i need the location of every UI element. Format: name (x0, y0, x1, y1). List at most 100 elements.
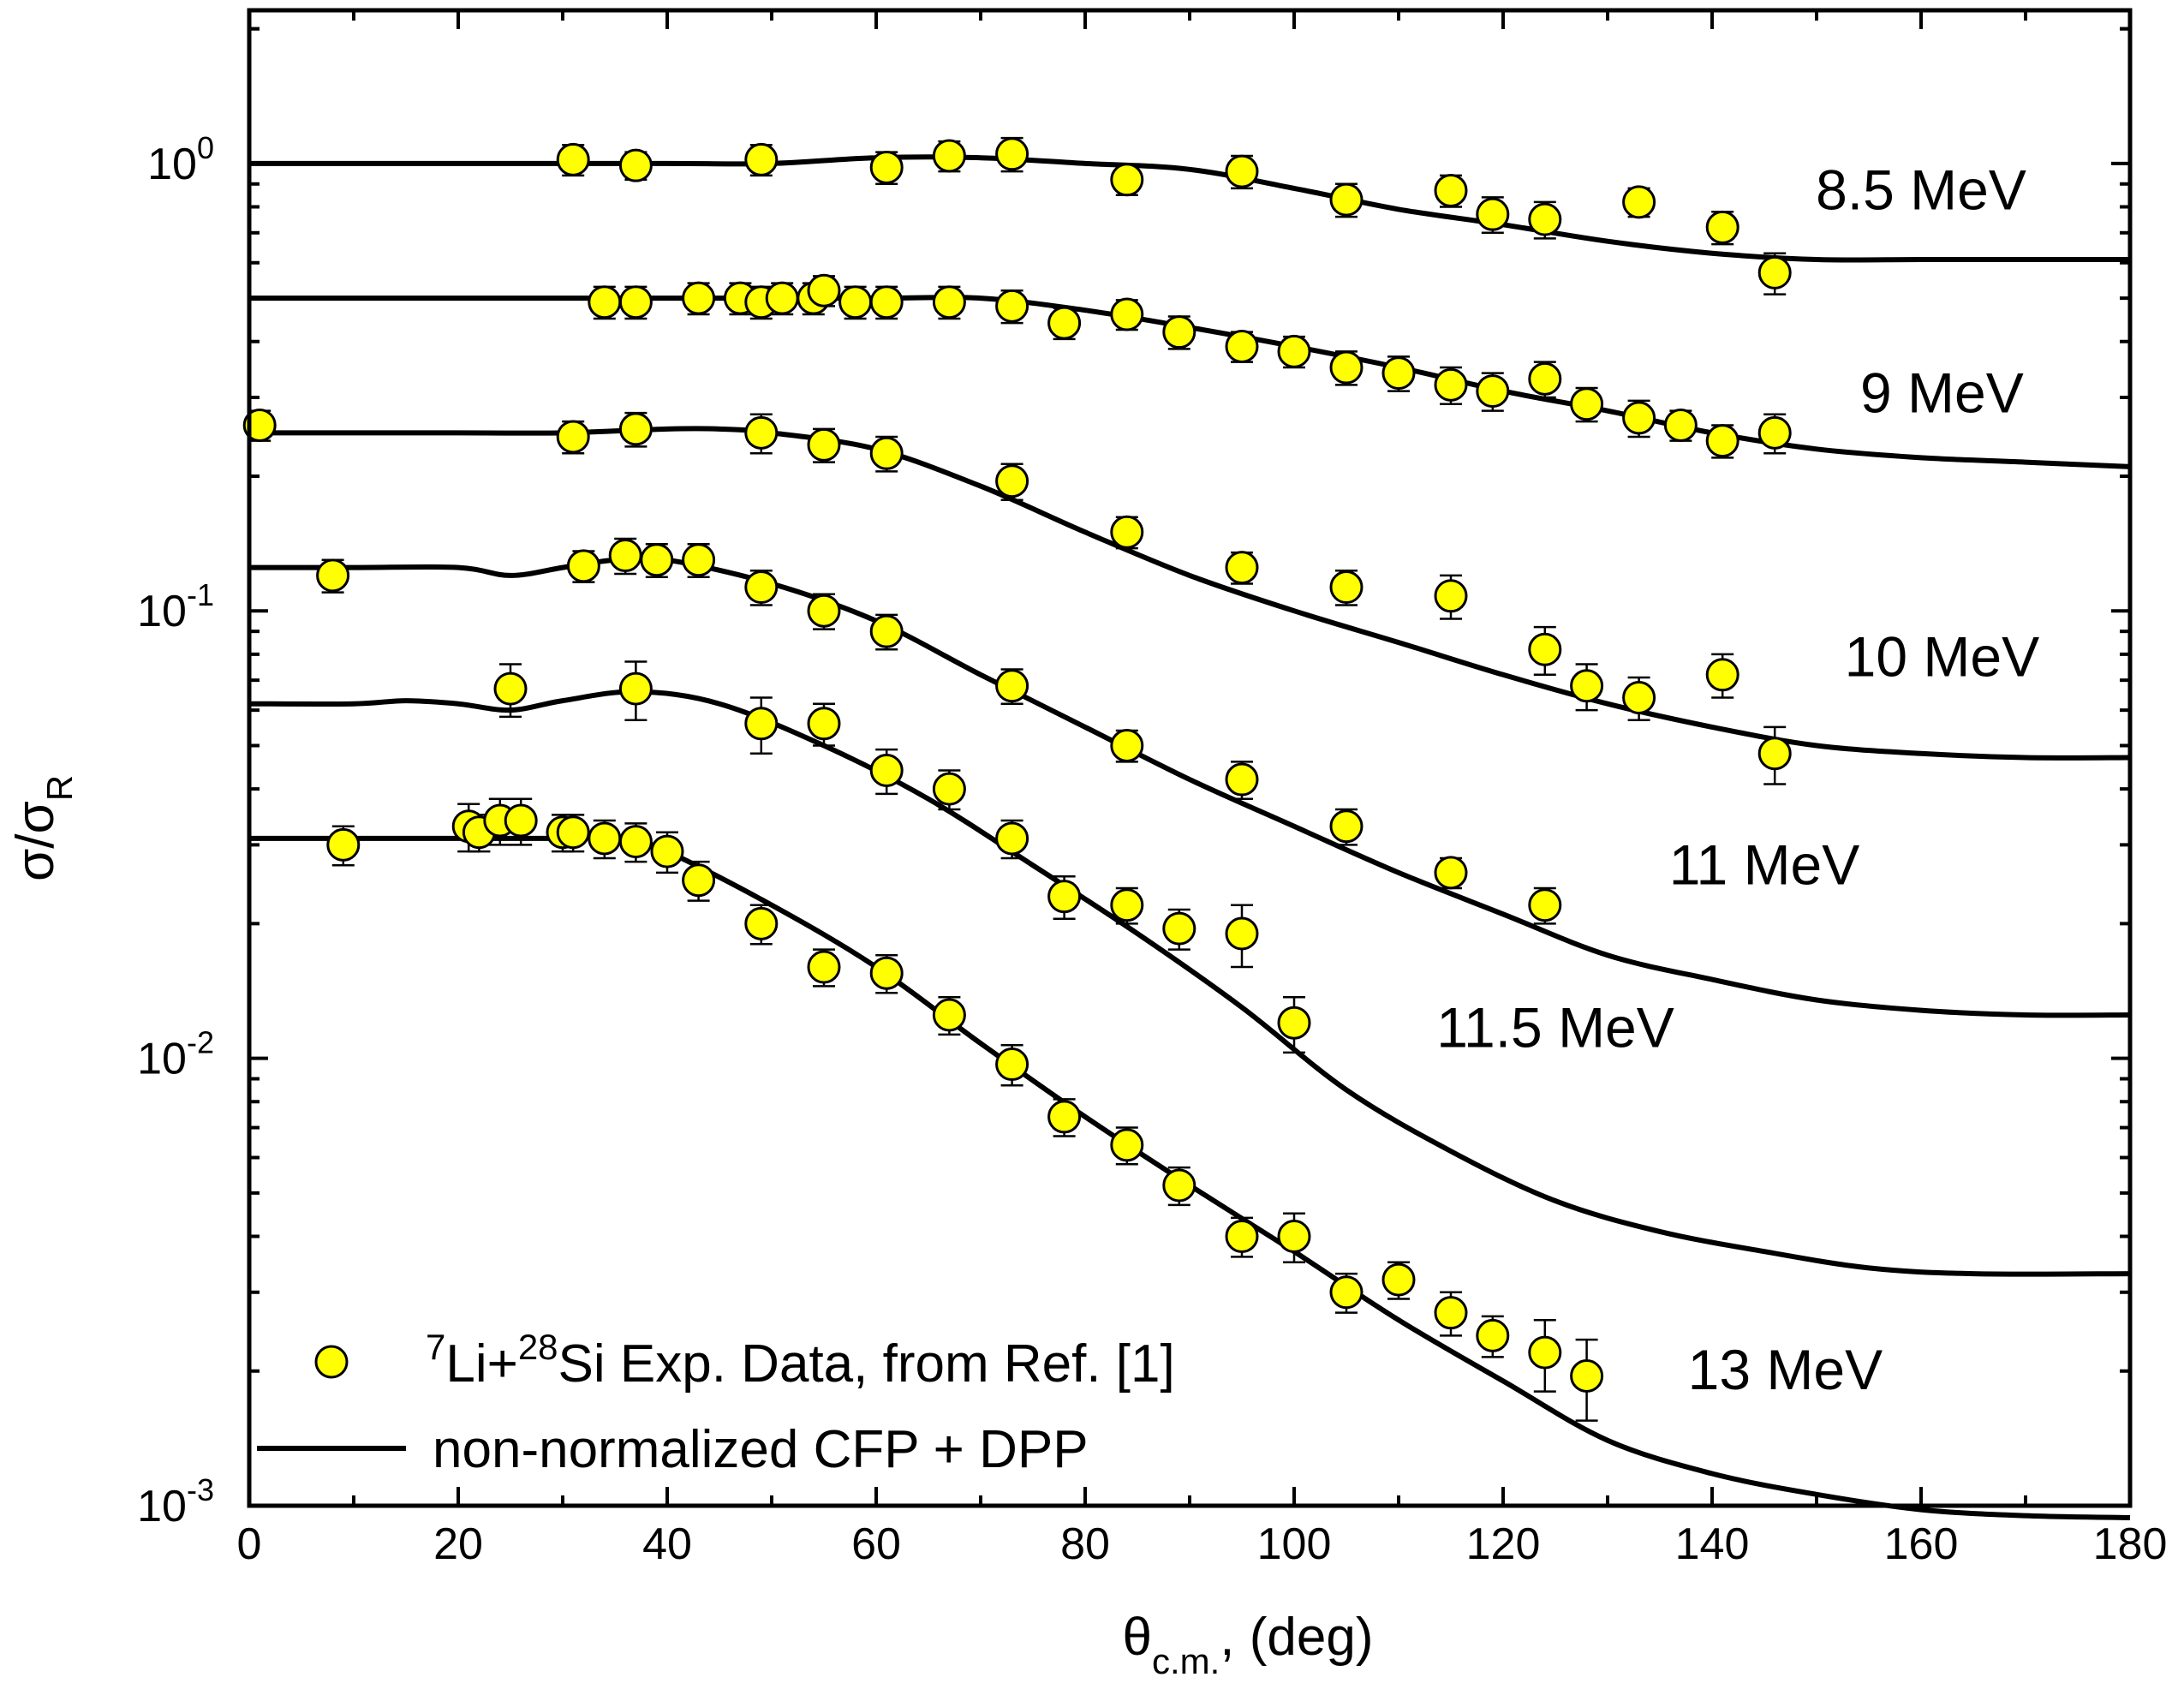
legend-data-label: 7Li+28Si Exp. Data, from Ref. [1] (426, 1327, 1175, 1394)
legend-marker (314, 1345, 349, 1379)
y-tick-labels: 100 10-1 10-2 10-3 (137, 130, 214, 1531)
data-point (1528, 361, 1562, 396)
data-point (1757, 737, 1792, 771)
data-point (1434, 173, 1468, 207)
data-point (316, 558, 350, 593)
data-point (1329, 350, 1364, 385)
data-point (1434, 579, 1468, 613)
data-point (744, 570, 779, 605)
data-point (1622, 401, 1656, 435)
data-point (1476, 197, 1510, 231)
curve-3 (249, 555, 2131, 1018)
x-tick-label: 140 (1675, 1519, 1750, 1569)
data-point (1381, 1262, 1416, 1297)
data-point (1110, 1128, 1144, 1162)
data-point (1047, 880, 1082, 914)
data-point (1476, 1318, 1510, 1352)
data-point (1705, 210, 1739, 244)
data-point (807, 427, 841, 462)
data-point (1528, 632, 1562, 666)
data-point (1622, 680, 1656, 714)
y-tick-label: 10-2 (137, 1025, 214, 1084)
data-point (1225, 551, 1259, 585)
data-point (869, 436, 904, 470)
legend-line-label: non-normalized CFP + DPP (433, 1420, 1089, 1479)
data-point (869, 956, 904, 990)
curve-labels: 8.5 MeV 9 MeV 10 MeV 11 MeV 11.5 MeV 13 MeV (1436, 158, 2039, 1401)
data-point (1329, 570, 1364, 605)
data-point (682, 543, 716, 577)
data-point (326, 827, 361, 862)
data-point (1434, 1296, 1468, 1330)
data-point (588, 821, 622, 856)
x-tick-label: 100 (1257, 1519, 1332, 1569)
legend: 7Li+28Si Exp. Data, from Ref. [1] non-no… (257, 1327, 1175, 1479)
data-point (493, 671, 528, 706)
x-tick-label: 20 (433, 1519, 483, 1569)
data-point (1663, 408, 1698, 442)
data-point (640, 543, 674, 577)
data-point (807, 707, 841, 741)
data-point (1225, 1219, 1259, 1253)
data-point (1110, 888, 1144, 922)
data-point (650, 834, 684, 868)
data-point (618, 285, 653, 319)
data-point (807, 273, 841, 307)
data-point (608, 539, 642, 573)
data-point (995, 464, 1029, 498)
curve-5 (249, 834, 2131, 1520)
data-point (1047, 1100, 1082, 1134)
data-point (1329, 809, 1364, 844)
data-point (1434, 856, 1468, 890)
data-point (995, 1047, 1029, 1082)
data-point (1225, 154, 1259, 188)
data-point (995, 821, 1029, 856)
axis-ticks (248, 10, 2132, 1507)
curve-label-5: 13 MeV (1688, 1338, 1883, 1401)
data-point (1757, 415, 1792, 450)
curve-label-0: 8.5 MeV (1816, 158, 2026, 221)
data-point (869, 754, 904, 788)
x-tick-labels: 0 20 40 60 80 100 120 140 160 180 (237, 1519, 2168, 1569)
data-point (932, 772, 966, 806)
data-point (682, 281, 716, 315)
data-point (1110, 163, 1144, 197)
data-point (1528, 202, 1562, 236)
data-point (1570, 1358, 1604, 1393)
data-point (556, 420, 590, 454)
data-point (1162, 911, 1196, 946)
data-point (1225, 329, 1259, 363)
data-point (1277, 1219, 1311, 1253)
y-tick-label: 10-1 (137, 577, 214, 636)
curve-label-3: 11 MeV (1669, 833, 1860, 896)
data-point (744, 415, 779, 450)
data-point (618, 825, 653, 859)
data-point (807, 594, 841, 628)
data-point (995, 669, 1029, 703)
data-point (1528, 888, 1562, 922)
data-point (1162, 1168, 1196, 1203)
data-point (1047, 306, 1082, 340)
data-point (838, 285, 873, 319)
x-tick-label: 60 (851, 1519, 901, 1569)
data-point (932, 998, 966, 1032)
data-point (1329, 182, 1364, 217)
data-point (1570, 669, 1604, 703)
data-point (1277, 334, 1311, 368)
data-point (744, 906, 779, 940)
data-point (1622, 185, 1656, 219)
data-point (869, 150, 904, 184)
data-point (1329, 1275, 1364, 1310)
data-point (932, 285, 966, 319)
data-point (1225, 916, 1259, 951)
data-point (765, 281, 799, 315)
data-point (618, 148, 653, 182)
data-points (242, 137, 1792, 1393)
data-point (682, 863, 716, 898)
data-point (556, 815, 590, 850)
data-point (807, 950, 841, 984)
data-point (556, 142, 590, 176)
x-tick-label: 160 (1884, 1519, 1959, 1569)
